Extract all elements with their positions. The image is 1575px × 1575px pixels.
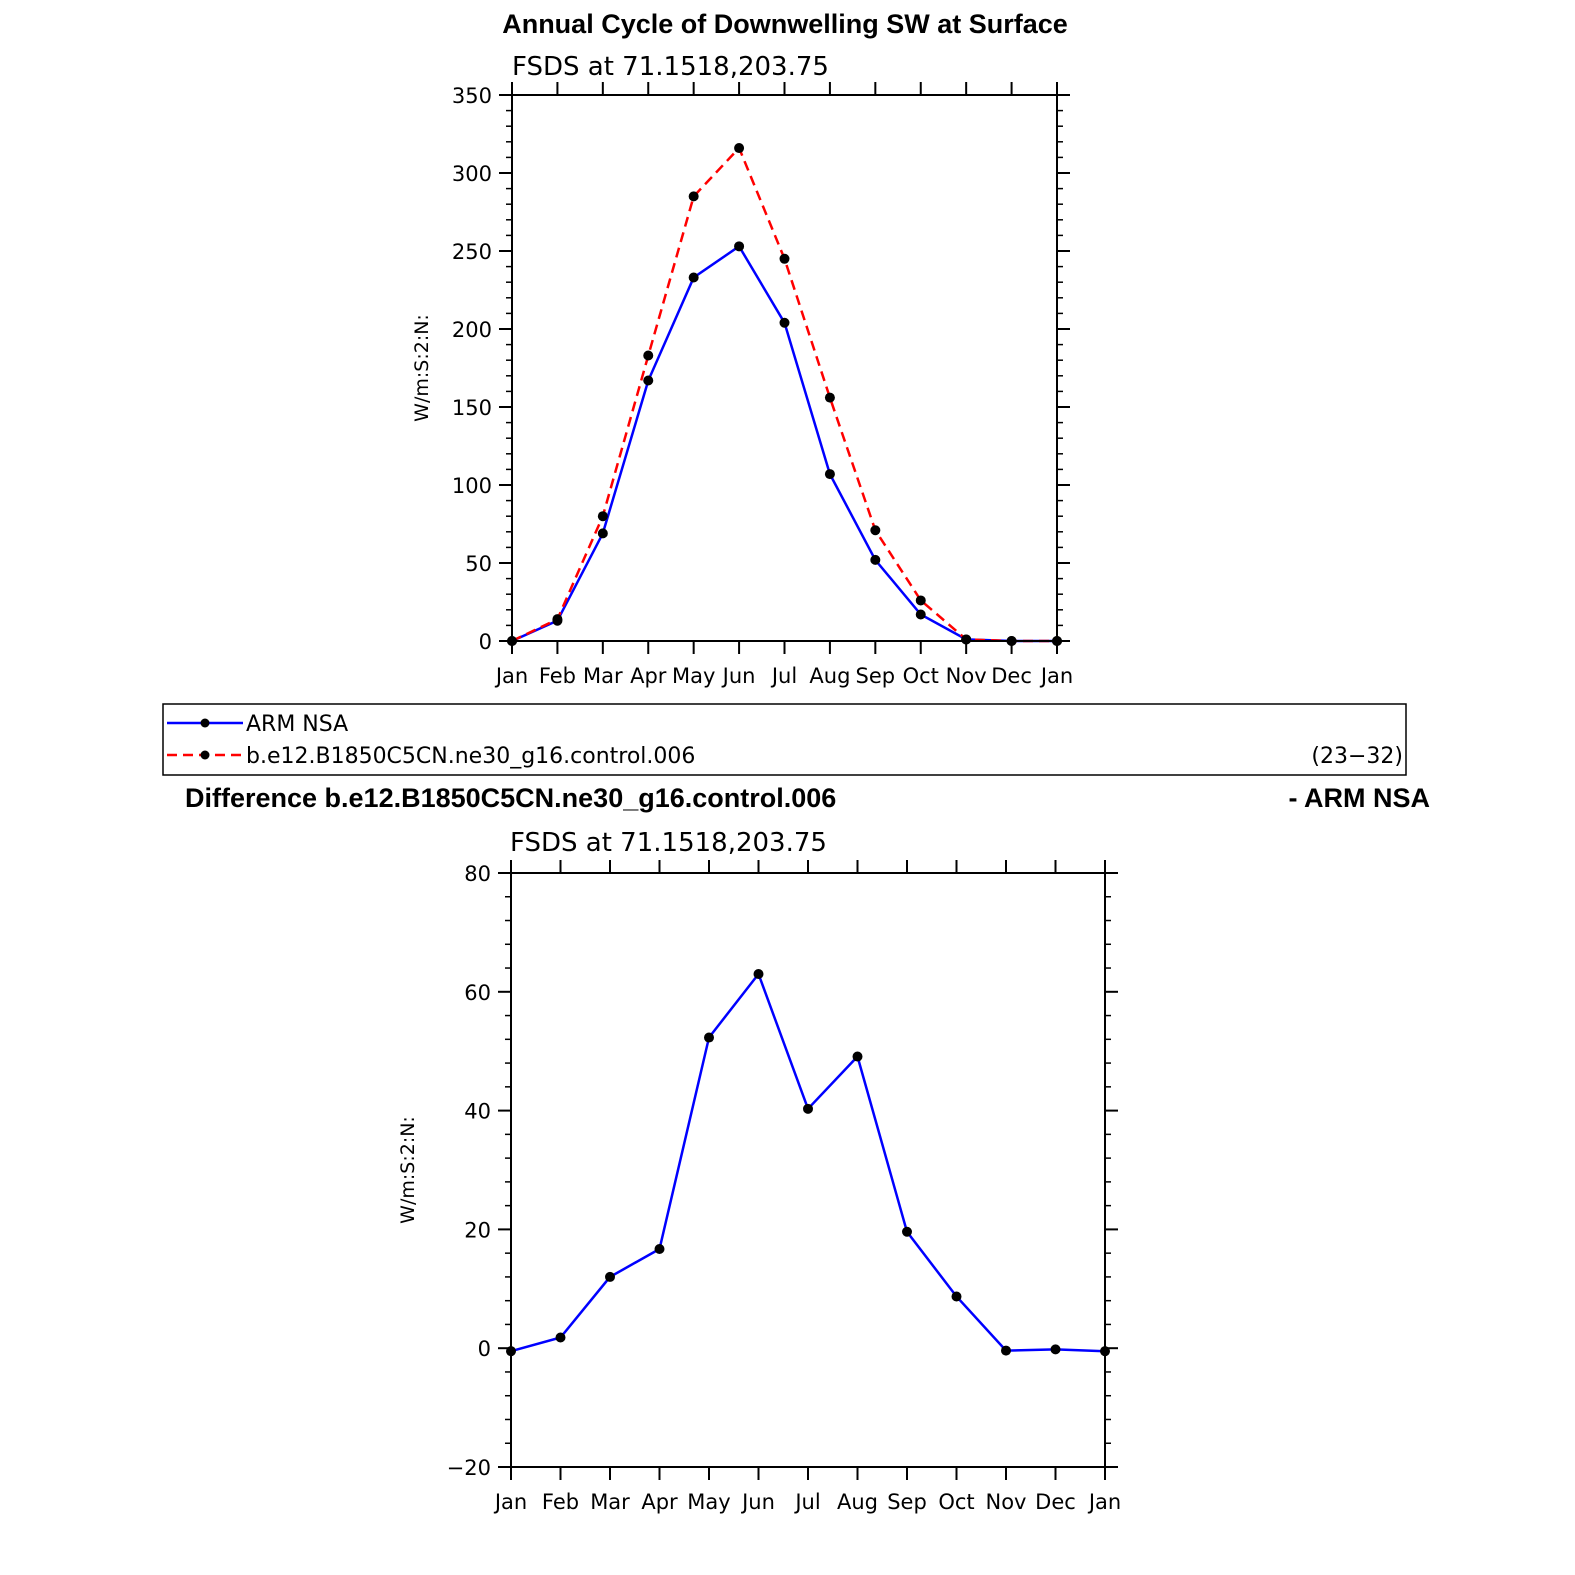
y-axis-label: W/m:S:2:N: [411,314,433,422]
axis-ticks [498,860,1118,1480]
x-tick-label: Mar [583,664,623,688]
data-point-series2-4 [688,191,699,202]
x-tick-label: Jun [740,1490,775,1514]
tick-labels: Jan Feb Mar Apr May Jun Jul Aug Sep Oct Nov Dec Jan−… [447,862,1122,1514]
x-tick-label: May [672,664,715,688]
data-point-series2-7 [824,392,835,403]
y-tick-label: 350 [452,84,492,108]
data-point-series2-10 [961,634,972,645]
y-tick-label: 80 [464,862,491,886]
series-group [506,968,1110,1357]
x-tick-label: Apr [641,1490,678,1514]
y-tick-label: 40 [464,1100,491,1124]
series-line-1 [511,244,1057,643]
y-tick-label: 100 [452,474,492,498]
data-point-series2-5 [734,143,745,154]
data-point-series2-6 [779,253,790,264]
data-point-series1-3 [654,1244,665,1255]
x-tick-label: Jun [721,664,756,688]
difference-chart: Difference b.e12.B1850C5CN.ne30_g16.cont… [185,783,1430,1514]
data-point-series2-1 [552,614,563,625]
series-line-1 [510,971,1106,1353]
data-point-series1-2 [597,528,608,539]
y-tick-label: 60 [464,981,491,1005]
data-point-series1-3 [643,375,654,386]
difference-title-right: - ARM NSA [1289,783,1431,813]
legend-marker-model [200,750,210,760]
data-point-series1-4 [688,272,699,283]
data-point-series2-8 [870,525,881,536]
x-tick-label: Feb [539,664,576,688]
data-point-series1-2 [605,1271,615,1282]
x-tick-label: Aug [837,1490,878,1514]
x-tick-label: Nov [946,664,987,688]
difference-title-left: Difference b.e12.B1850C5CN.ne30_g16.cont… [185,783,836,813]
series-line-2 [511,145,1057,643]
y-tick-label: 150 [452,396,492,420]
data-point-series1-1 [555,1332,566,1343]
x-tick-label: Nov [986,1490,1027,1514]
y-tick-label: 0 [479,630,492,654]
data-point-series2-2 [597,511,608,522]
annual-cycle-chart: Annual Cycle of Downwelling SW at Surfac… [411,9,1073,688]
x-tick-label: Aug [809,664,850,688]
legend-marker-arm-nsa [200,718,210,728]
y-tick-label: 300 [452,162,492,186]
x-tick-label: Mar [590,1490,630,1514]
data-point-series1-7 [824,469,835,480]
plot-frame [510,872,1106,1468]
plot-frame [511,94,1058,642]
x-tick-label: Dec [1035,1490,1076,1514]
legend-note: (23−32) [1311,744,1403,769]
data-point-series1-6 [803,1103,813,1114]
y-tick-label: 50 [465,552,492,576]
y-tick-label: 250 [452,240,492,264]
x-tick-label: Oct [903,664,939,688]
data-point-series1-6 [779,317,790,328]
data-point-series1-10 [1001,1345,1011,1356]
y-tick-label: −20 [447,1456,491,1480]
data-point-series2-9 [915,595,926,606]
data-point-series1-9 [951,1291,962,1302]
y-tick-label: 20 [464,1218,491,1242]
legend: ARM NSA b.e12.B1850C5CN.ne30_g16.control… [162,703,1407,776]
x-tick-label: Apr [630,664,667,688]
legend-label-model: b.e12.B1850C5CN.ne30_g16.control.006 [246,744,695,769]
x-tick-label: Jan [1039,664,1073,688]
data-point-series1-8 [902,1226,912,1237]
x-tick-label: Dec [991,664,1032,688]
data-point-series1-5 [734,241,745,252]
x-tick-label: Sep [856,664,896,688]
series-group [507,143,1062,646]
chart-subtitle: FSDS at 71.1518,203.75 [510,828,827,858]
x-tick-label: Oct [938,1490,974,1514]
chart-subtitle: FSDS at 71.1518,203.75 [512,52,829,82]
x-tick-label: Jul [793,1490,820,1514]
y-axis-label: W/m:S:2:N: [397,1116,419,1224]
x-tick-label: Jul [770,664,797,688]
data-point-series1-5 [753,968,764,979]
x-tick-label: Jan [1087,1490,1121,1514]
data-point-series1-9 [915,609,926,620]
x-tick-label: Jan [493,1490,527,1514]
y-tick-label: 0 [478,1337,491,1361]
x-tick-label: May [687,1490,730,1514]
tick-labels: Jan Feb Mar Apr May Jun Jul Aug Sep Oct Nov Dec Jan0… [452,84,1073,688]
data-point-series1-8 [870,554,881,565]
data-point-series1-4 [704,1032,714,1043]
legend-label-arm-nsa: ARM NSA [246,712,348,737]
data-point-series1-7 [852,1051,863,1062]
y-tick-label: 200 [452,318,492,342]
axis-ticks [499,82,1070,654]
data-point-series1-11 [1050,1344,1061,1355]
x-tick-label: Sep [887,1490,927,1514]
chart-title: Annual Cycle of Downwelling SW at Surfac… [502,9,1068,39]
data-point-series2-3 [643,350,654,361]
x-tick-label: Jan [494,664,528,688]
x-tick-label: Feb [542,1490,579,1514]
legend-box [162,703,1407,776]
